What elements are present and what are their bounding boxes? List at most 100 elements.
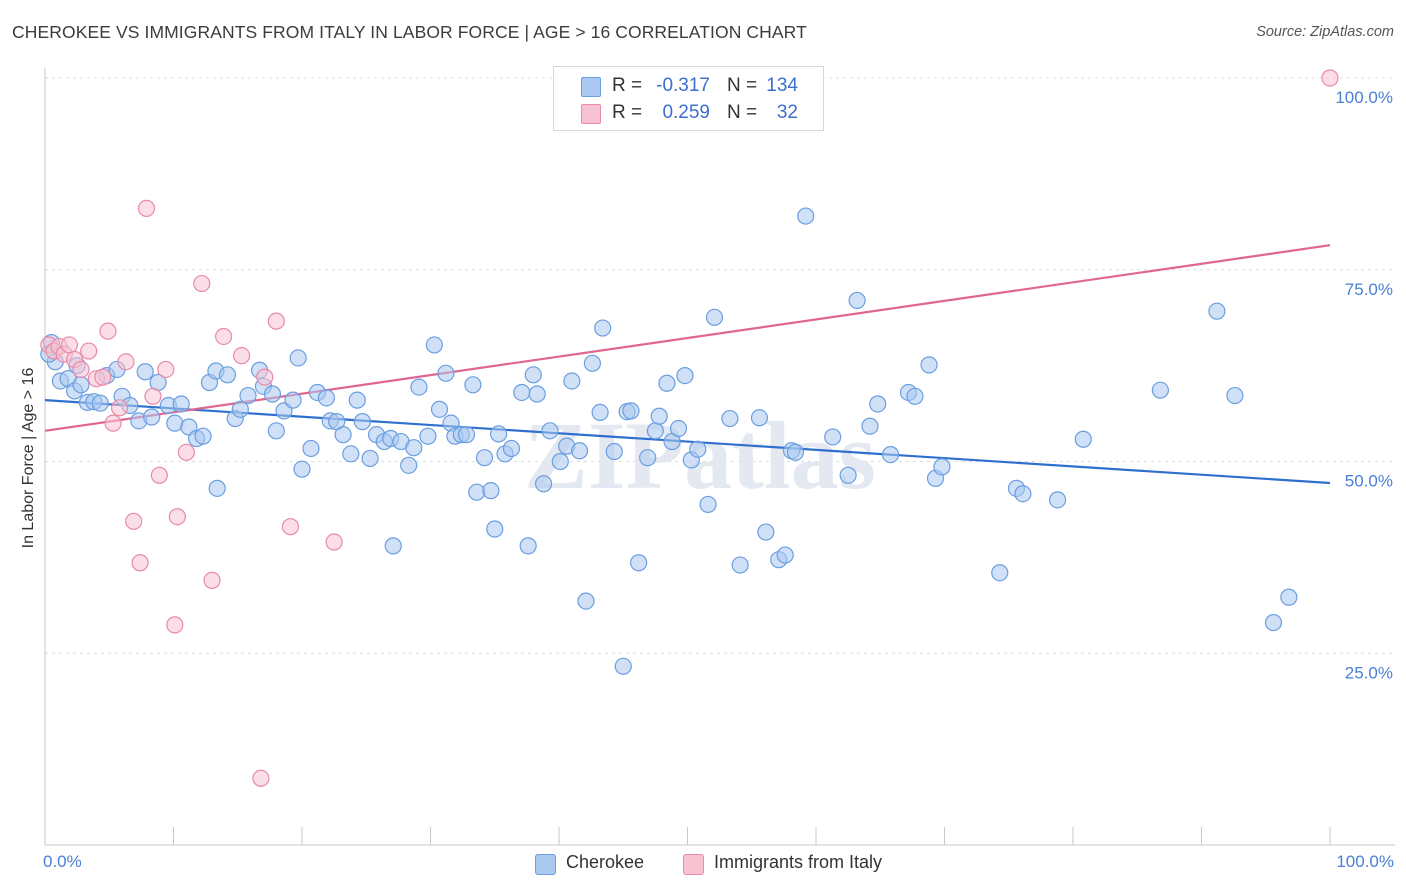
cherokee-point [513,383,531,402]
cherokee-point [594,319,612,337]
cherokee-point [468,483,486,501]
cherokee-point [757,523,775,541]
cherokee-point [570,442,589,460]
italy-point [177,443,195,461]
cherokee-point [482,482,500,500]
cherokee-point [776,546,794,564]
cherokee-point [405,439,423,457]
cherokee-point [705,308,724,326]
cherokee-point [577,592,595,610]
axes [44,68,1395,846]
y-tick-label: 75.0% [1345,280,1393,299]
r-value: 0.259 [662,102,710,123]
italy-point [137,199,156,217]
correlation-legend: R = -0.317 N = 134 R = 0.259 N = 32 [553,66,824,131]
y-tick-label: 100.0% [1335,88,1393,107]
r-label: R = [612,102,643,123]
legend-swatch-italy [581,104,601,124]
cherokee-point [348,391,366,409]
cherokee-point [839,466,857,484]
legend-swatch-cherokee [581,77,601,97]
cherokee-point [563,372,581,390]
cherokee-point [869,395,887,413]
cherokee-point [881,445,900,464]
cherokee-point [143,408,161,426]
cherokee-point [91,394,109,412]
trend-lines [44,244,1331,485]
cherokee-point [933,458,951,476]
italy-point [117,353,135,371]
italy-point [252,769,270,787]
cherokee-point [1074,430,1092,448]
italy-point [281,518,300,536]
italy-point [150,466,168,484]
legend-label-italy: Immigrants from Italy [714,852,883,872]
cherokee-point [218,366,237,384]
cherokee-point [583,354,602,372]
cherokee-point [605,442,623,461]
cherokee-point [457,426,476,444]
italy-point [131,554,149,572]
cherokee-point [622,402,640,420]
cherokee-point [797,207,815,225]
cherokee-point [848,291,866,310]
cherokee-point [689,440,707,458]
cherokee-point [731,556,749,574]
italy-trend-line [44,244,1331,432]
cherokee-point [425,336,443,354]
cherokee-point [267,422,285,440]
italy-points [40,69,1339,787]
italy-point [168,508,186,526]
cherokee-point [289,349,307,367]
italy-point [94,368,112,386]
italy-point [267,312,285,330]
y-axis-label: In Labor Force | Age > 16 [20,367,37,549]
cherokee-point [437,364,455,382]
cherokee-point [419,427,437,445]
italy-point [166,616,184,634]
cherokee-points [40,207,1298,675]
legend-swatch-cherokee [535,854,556,875]
n-label: N = [727,75,758,96]
cherokee-point [646,422,664,440]
italy-point [99,322,117,340]
cherokee-point [1014,485,1032,503]
cherokee-point [293,460,311,478]
italy-point [72,360,90,379]
cherokee-point [317,389,336,407]
italy-point [60,336,79,354]
cherokee-point [669,419,688,438]
cherokee-point [1280,588,1298,606]
cherokee-trend-line [44,399,1331,485]
cherokee-point [502,439,521,458]
cherokee-point [721,409,739,428]
cherokee-point [699,495,717,514]
cherokee-point [1151,381,1169,399]
italy-point [144,387,162,405]
cherokee-point [334,426,352,444]
cherokee-point [263,385,282,403]
cherokee-point [591,403,609,422]
italy-point [203,571,221,589]
legend-label-cherokee: Cherokee [566,852,645,872]
x-tick-label-max: 100.0% [1336,852,1394,871]
legend-row-cherokee: R = -0.317 N = 134 [554,74,823,100]
cherokee-point [172,395,190,413]
cherokee-point [1048,491,1067,509]
y-tick-labels: 25.0% 50.0% 75.0% 100.0% [1335,88,1393,682]
cherokee-point [400,456,418,474]
cherokee-point [524,366,542,384]
x-tick-label-min: 0.0% [43,852,82,871]
cherokee-point [991,564,1009,582]
italy-point [256,368,274,386]
chart-title: CHEROKEE VS IMMIGRANTS FROM ITALY IN LAB… [12,22,807,42]
source-credit: Source: ZipAtlas.com [1256,24,1394,40]
legend-swatch-italy [683,854,704,875]
cherokee-point [650,407,668,425]
cherokee-point [1208,302,1226,320]
cherokee-point [284,391,302,409]
italy-point [104,414,122,432]
italy-point [80,342,98,360]
cherokee-point [658,374,676,392]
